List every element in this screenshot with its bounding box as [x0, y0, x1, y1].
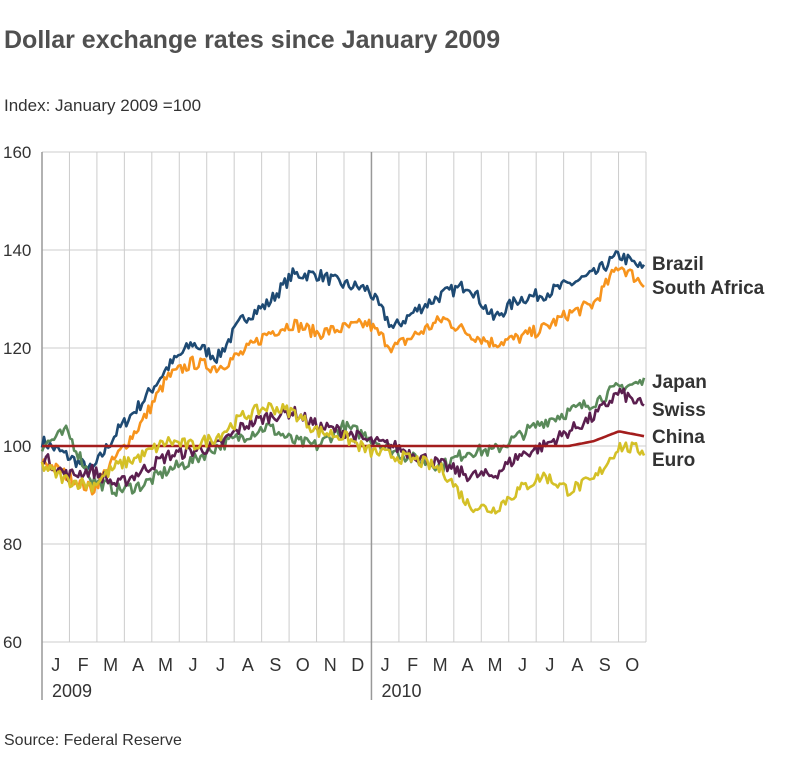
x-tick-label: J: [518, 655, 527, 675]
x-tick-label: M: [433, 655, 448, 675]
x-tick-label: A: [571, 655, 583, 675]
year-label: 2009: [52, 681, 92, 701]
series-line: [40, 266, 645, 496]
series-line: [40, 250, 646, 474]
x-tick-label: S: [599, 655, 611, 675]
x-tick-label: N: [324, 655, 337, 675]
x-tick-label: A: [462, 655, 474, 675]
legend-label: South Africa: [652, 278, 765, 299]
series-line: [41, 387, 645, 488]
y-tick-label: 80: [3, 535, 22, 554]
x-tick-label: J: [189, 655, 198, 675]
series-line: [42, 430, 645, 448]
x-tick-label: S: [269, 655, 281, 675]
y-tick-label: 120: [3, 339, 31, 358]
y-axis: 60 80 100 120 140 160: [3, 143, 31, 652]
x-tick-label: J: [545, 655, 554, 675]
series-line: [40, 401, 646, 515]
chart-subtitle: Index: January 2009 =100: [4, 96, 202, 115]
x-tick-label: J: [51, 655, 60, 675]
x-tick-label: M: [158, 655, 173, 675]
legend-label: Euro: [652, 450, 695, 471]
x-tick-label: F: [407, 655, 418, 675]
series-line: [40, 377, 646, 497]
legend-label: Japan: [652, 372, 707, 393]
x-tick-label: O: [296, 655, 310, 675]
legend-label: Brazil: [652, 254, 704, 275]
legend-label: China: [652, 427, 705, 448]
x-tick-label: J: [216, 655, 225, 675]
y-tick-label: 100: [3, 437, 31, 456]
y-tick-label: 140: [3, 241, 31, 260]
x-tick-label: F: [78, 655, 89, 675]
x-tick-label: J: [381, 655, 390, 675]
year-label: 2010: [381, 681, 421, 701]
x-tick-label: M: [103, 655, 118, 675]
x-tick-label: A: [242, 655, 254, 675]
x-tick-label: D: [351, 655, 364, 675]
chart-series: [40, 250, 646, 515]
y-tick-label: 60: [3, 633, 22, 652]
legend-label: Swiss: [652, 400, 706, 421]
y-tick-label: 160: [3, 143, 31, 162]
x-tick-label: A: [132, 655, 144, 675]
x-tick-label: O: [625, 655, 639, 675]
source-note: Source: Federal Reserve: [4, 732, 182, 749]
x-tick-label: M: [488, 655, 503, 675]
page-title: Dollar exchange rates since January 2009: [4, 26, 501, 54]
